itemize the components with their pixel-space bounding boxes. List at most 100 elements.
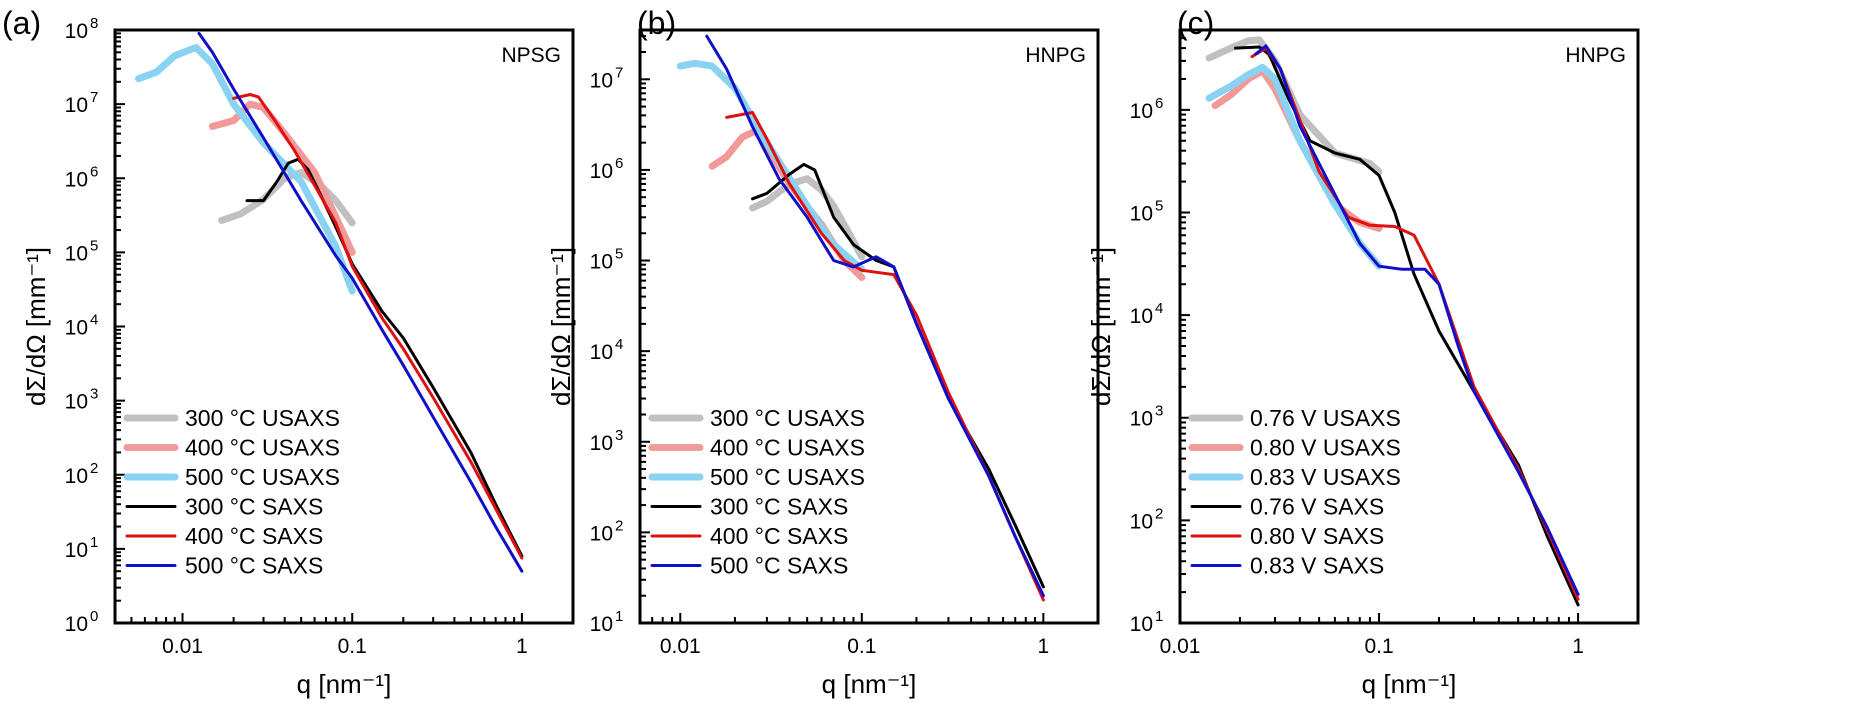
series-line-4 <box>751 162 1045 589</box>
y-tick-label: 10 <box>1130 613 1153 636</box>
y-tick-exponent: 2 <box>90 460 98 477</box>
y-tick-label: 10 <box>65 242 88 265</box>
y-tick-base: 10 <box>65 242 88 265</box>
y-tick-base: 10 <box>65 613 88 636</box>
y-tick-label: 10 <box>1130 305 1153 328</box>
y-tick-base: 10 <box>590 613 613 636</box>
legend-entry: 500 °C USAXS <box>185 464 340 490</box>
y-tick-base: 10 <box>1130 100 1153 123</box>
y-tick-label: 10 <box>65 391 88 414</box>
y-axis-label: dΣ/dΩ [mm⁻¹] <box>546 247 576 406</box>
series-line-6 <box>1254 44 1580 596</box>
sample-label: HNPG <box>1025 44 1086 67</box>
y-tick-base: 10 <box>65 94 88 117</box>
sample-label: HNPG <box>1565 44 1626 67</box>
y-tick-base: 10 <box>590 69 613 92</box>
x-axis-label: q [nm⁻¹] <box>297 669 392 699</box>
series-group <box>135 31 524 573</box>
x-tick-label: 0.1 <box>847 635 876 658</box>
legend-entry: 300 °C SAXS <box>185 494 323 520</box>
y-tick-exponent: 3 <box>90 386 98 403</box>
y-tick-label: 10 <box>1130 408 1153 431</box>
y-axis-label: dΣ/dΩ [mm⁻¹] <box>1086 247 1116 406</box>
y-tick-exponent: 1 <box>615 608 623 625</box>
y-tick-label: 10 <box>590 251 613 274</box>
legend-entry: 0.83 V SAXS <box>1250 553 1384 579</box>
legend-entry: 300 °C USAXS <box>185 405 340 431</box>
panel-label: (a) <box>2 5 41 41</box>
plot-area-frame <box>1178 28 1640 625</box>
plot-area-frame <box>638 28 1100 625</box>
series-line-3 <box>135 44 356 295</box>
x-tick-label: 0.01 <box>1160 635 1201 658</box>
legend-entry: 0.83 V USAXS <box>1250 464 1401 490</box>
y-tick-base: 10 <box>590 160 613 183</box>
y-tick-base: 10 <box>1130 305 1153 328</box>
series-line-6 <box>197 31 524 573</box>
y-tick-exponent: 8 <box>90 15 98 32</box>
legend-entry: 0.76 V SAXS <box>1250 494 1384 520</box>
sample-label: NPSG <box>501 44 561 67</box>
y-tick-exponent: 4 <box>90 312 98 329</box>
x-tick-label: 0.1 <box>1364 635 1393 658</box>
y-tick-base: 10 <box>65 20 88 43</box>
y-tick-base: 10 <box>590 251 613 274</box>
legend: 300 °C USAXS 400 °C USAXS 500 °C USAXS 300 … <box>123 405 340 579</box>
legend-entry: 300 °C USAXS <box>710 405 865 431</box>
legend: 300 °C USAXS 400 °C USAXS 500 °C USAXS 300 … <box>648 405 865 579</box>
y-tick-label: 10 <box>590 613 613 636</box>
y-tick-label: 10 <box>590 432 613 455</box>
legend-entry: 400 °C USAXS <box>710 435 865 461</box>
y-tick-exponent: 1 <box>90 534 98 551</box>
legend-entry: 0.76 V USAXS <box>1250 405 1401 431</box>
series-line-3 <box>1205 63 1383 270</box>
x-tick-label: 0.01 <box>162 635 203 658</box>
y-tick-base: 10 <box>65 168 88 191</box>
panel-label: (b) <box>637 5 676 41</box>
y-tick-base: 10 <box>65 539 88 562</box>
y-tick-label: 10 <box>65 20 88 43</box>
x-tick-label: 1 <box>1572 635 1584 658</box>
y-tick-exponent: 4 <box>1155 300 1163 317</box>
x-tick-label: 1 <box>1038 635 1050 658</box>
y-tick-label: 10 <box>590 69 613 92</box>
plot-area-frame <box>113 28 575 625</box>
y-tick-exponent: 6 <box>615 155 623 172</box>
legend-entry: 400 °C SAXS <box>710 523 848 549</box>
series-line-3 <box>676 59 866 273</box>
series-line-5 <box>232 93 524 560</box>
series-line-2 <box>1211 67 1383 232</box>
y-tick-label: 10 <box>65 613 88 636</box>
legend-entry: 500 °C SAXS <box>710 553 848 579</box>
series-line-6 <box>705 34 1045 598</box>
y-tick-label: 10 <box>1130 202 1153 225</box>
legend-entry: 400 °C USAXS <box>185 435 340 461</box>
y-tick-exponent: 6 <box>1155 95 1163 112</box>
y-tick-base: 10 <box>65 391 88 414</box>
y-tick-exponent: 4 <box>615 336 623 353</box>
y-tick-base: 10 <box>590 341 613 364</box>
y-tick-base: 10 <box>1130 510 1153 533</box>
y-tick-exponent: 3 <box>615 427 623 444</box>
y-tick-exponent: 5 <box>615 246 623 263</box>
y-tick-exponent: 5 <box>90 237 98 254</box>
y-tick-label: 10 <box>65 94 88 117</box>
x-axis-label: q [nm⁻¹] <box>822 669 917 699</box>
legend-entry: 0.80 V SAXS <box>1250 523 1384 549</box>
y-tick-label: 10 <box>65 168 88 191</box>
series-group <box>1205 36 1580 607</box>
legend: 0.76 V USAXS 0.80 V USAXS 0.83 V USAXS 0.76… <box>1188 405 1401 579</box>
y-tick-label: 10 <box>590 522 613 545</box>
y-tick-base: 10 <box>590 432 613 455</box>
y-tick-label: 10 <box>590 341 613 364</box>
series-line-1 <box>749 175 866 261</box>
legend-entry: 500 °C SAXS <box>185 553 323 579</box>
series-line-4 <box>1234 45 1580 607</box>
x-axis-label: q [nm⁻¹] <box>1362 669 1457 699</box>
legend-entry: 0.80 V USAXS <box>1250 435 1401 461</box>
y-tick-label: 10 <box>65 465 88 488</box>
legend-entry: 400 °C SAXS <box>185 523 323 549</box>
